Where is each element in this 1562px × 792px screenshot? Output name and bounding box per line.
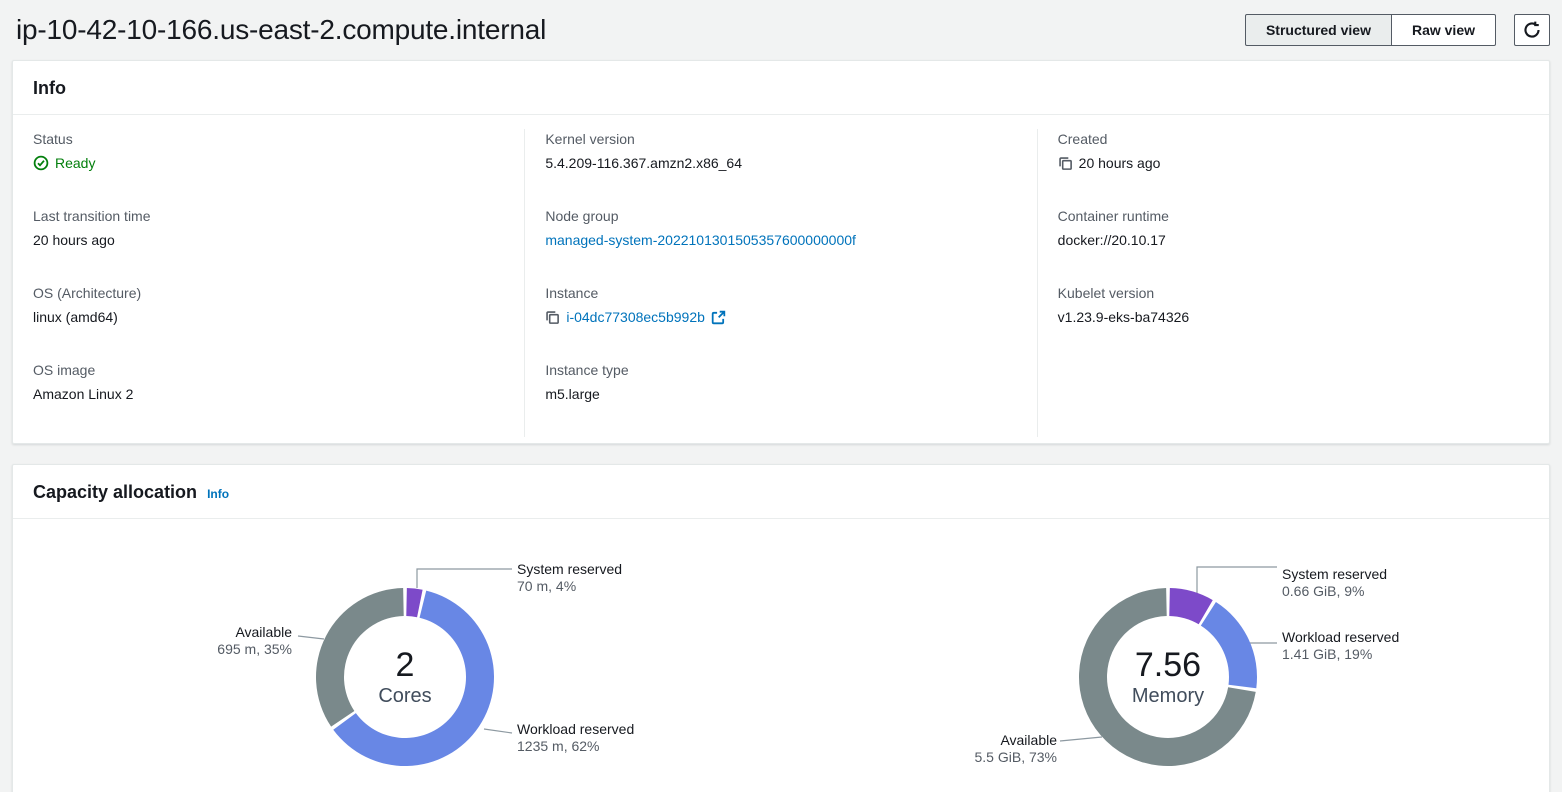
info-column-1: Status Ready Last transition time 20 hou… (13, 129, 524, 437)
info-grid: Status Ready Last transition time 20 hou… (13, 115, 1549, 443)
donut-segment-system-reserved (406, 588, 423, 618)
field-value: docker://20.10.17 (1057, 232, 1166, 248)
field-label: Instance (545, 285, 599, 301)
capacity-charts: 2 Cores 7.56 Memory System reserved 70 m… (13, 519, 1549, 792)
instance-link[interactable]: i-04dc77308ec5b992b (566, 309, 705, 325)
field-kubelet-version: Kubelet version v1.23.9-eks-ba74326 (1058, 283, 1529, 328)
info-column-3: Created 20 hours ago Container runtime d… (1036, 129, 1549, 437)
field-label: Kubelet version (1057, 285, 1155, 301)
leader-line (483, 728, 513, 734)
field-value: 20 hours ago (1078, 155, 1161, 171)
field-label: Created (1057, 131, 1108, 147)
view-toggle: Structured view Raw view (1244, 14, 1496, 46)
callout-memory-system-reserved: System reserved 0.66 GiB, 9% (1282, 566, 1388, 599)
callout-cpu-system-reserved: System reserved 70 m, 4% (517, 561, 623, 594)
field-node-group: Node group managed-system-20221013015053… (545, 206, 1016, 251)
field-label: OS (Architecture) (33, 285, 142, 301)
field-value: Amazon Linux 2 (33, 386, 134, 402)
status-text: Ready (55, 155, 96, 171)
capacity-allocation-panel: Capacity allocation Info 2 Cores 7.56 Me… (12, 464, 1550, 792)
page-header: ip-10-42-10-166.us-east-2.compute.intern… (0, 0, 1562, 60)
check-circle-icon (33, 155, 49, 171)
field-label: Last transition time (33, 208, 151, 224)
field-kernel-version: Kernel version 5.4.209-116.367.amzn2.x86… (545, 129, 1016, 174)
field-os-architecture: OS (Architecture) linux (amd64) (33, 283, 504, 328)
external-link-icon[interactable] (711, 310, 726, 325)
field-os-image: OS image Amazon Linux 2 (33, 360, 504, 405)
donut-segment-available (316, 588, 404, 727)
field-created: Created 20 hours ago (1058, 129, 1529, 174)
field-last-transition-time: Last transition time 20 hours ago (33, 206, 504, 251)
field-label: Node group (545, 208, 619, 224)
info-panel: Info Status Ready Last transition time (12, 60, 1550, 444)
field-value: v1.23.9-eks-ba74326 (1057, 309, 1190, 325)
refresh-icon (1523, 21, 1541, 39)
capacity-panel-header: Capacity allocation Info (13, 465, 1549, 519)
callout-memory-available: Available 5.5 GiB, 73% (974, 732, 1058, 765)
field-label: Instance type (545, 362, 629, 378)
status-value: Ready (33, 152, 504, 174)
callout-memory-workload-reserved: Workload reserved 1.41 GiB, 19% (1282, 629, 1400, 662)
donut-charts-svg (297, 566, 1277, 767)
capacity-panel-title: Capacity allocation (33, 482, 198, 502)
field-status: Status Ready (33, 129, 504, 174)
info-panel-header: Info (13, 61, 1549, 115)
donut-segment-workload-reserved (333, 590, 494, 767)
capacity-info-link[interactable]: Info (207, 487, 230, 501)
copy-icon[interactable] (1058, 156, 1073, 171)
refresh-button[interactable] (1514, 14, 1550, 46)
info-panel-title: Info (33, 78, 66, 98)
memory-donut (1078, 588, 1257, 767)
field-container-runtime: Container runtime docker://20.10.17 (1058, 206, 1529, 251)
callout-cpu-available: Available 695 m, 35% (217, 624, 292, 657)
field-label: Status (33, 131, 73, 147)
field-value: linux (amd64) (33, 309, 118, 325)
info-column-2: Kernel version 5.4.209-116.367.amzn2.x86… (524, 129, 1036, 437)
node-group-link[interactable]: managed-system-2022101301505357600000000… (545, 232, 856, 248)
leader-line (1059, 736, 1103, 742)
donut-segment-system-reserved (1169, 588, 1213, 625)
view-toolbar: Structured view Raw view (1244, 14, 1550, 46)
callout-cpu-workload-reserved: Workload reserved 1235 m, 62% (517, 721, 635, 754)
field-label: Kernel version (545, 131, 635, 147)
raw-view-button[interactable]: Raw view (1390, 14, 1496, 46)
copy-icon[interactable] (545, 310, 560, 325)
leader-line (297, 635, 325, 640)
page-title: ip-10-42-10-166.us-east-2.compute.intern… (16, 14, 547, 45)
donut-segment-workload-reserved (1200, 602, 1257, 689)
cpu-donut (316, 588, 494, 767)
leader-line (1196, 566, 1277, 593)
structured-view-button[interactable]: Structured view (1244, 14, 1392, 46)
field-value: m5.large (545, 386, 600, 402)
field-instance-type: Instance type m5.large (545, 360, 1016, 405)
field-label: Container runtime (1057, 208, 1169, 224)
field-value: 20 hours ago (33, 232, 115, 248)
leader-line (416, 568, 512, 588)
donut-segment-available (1078, 588, 1256, 767)
field-value: 5.4.209-116.367.amzn2.x86_64 (545, 155, 742, 171)
field-instance: Instance i-04dc77308ec5b992b (545, 283, 1016, 328)
field-label: OS image (33, 362, 96, 378)
